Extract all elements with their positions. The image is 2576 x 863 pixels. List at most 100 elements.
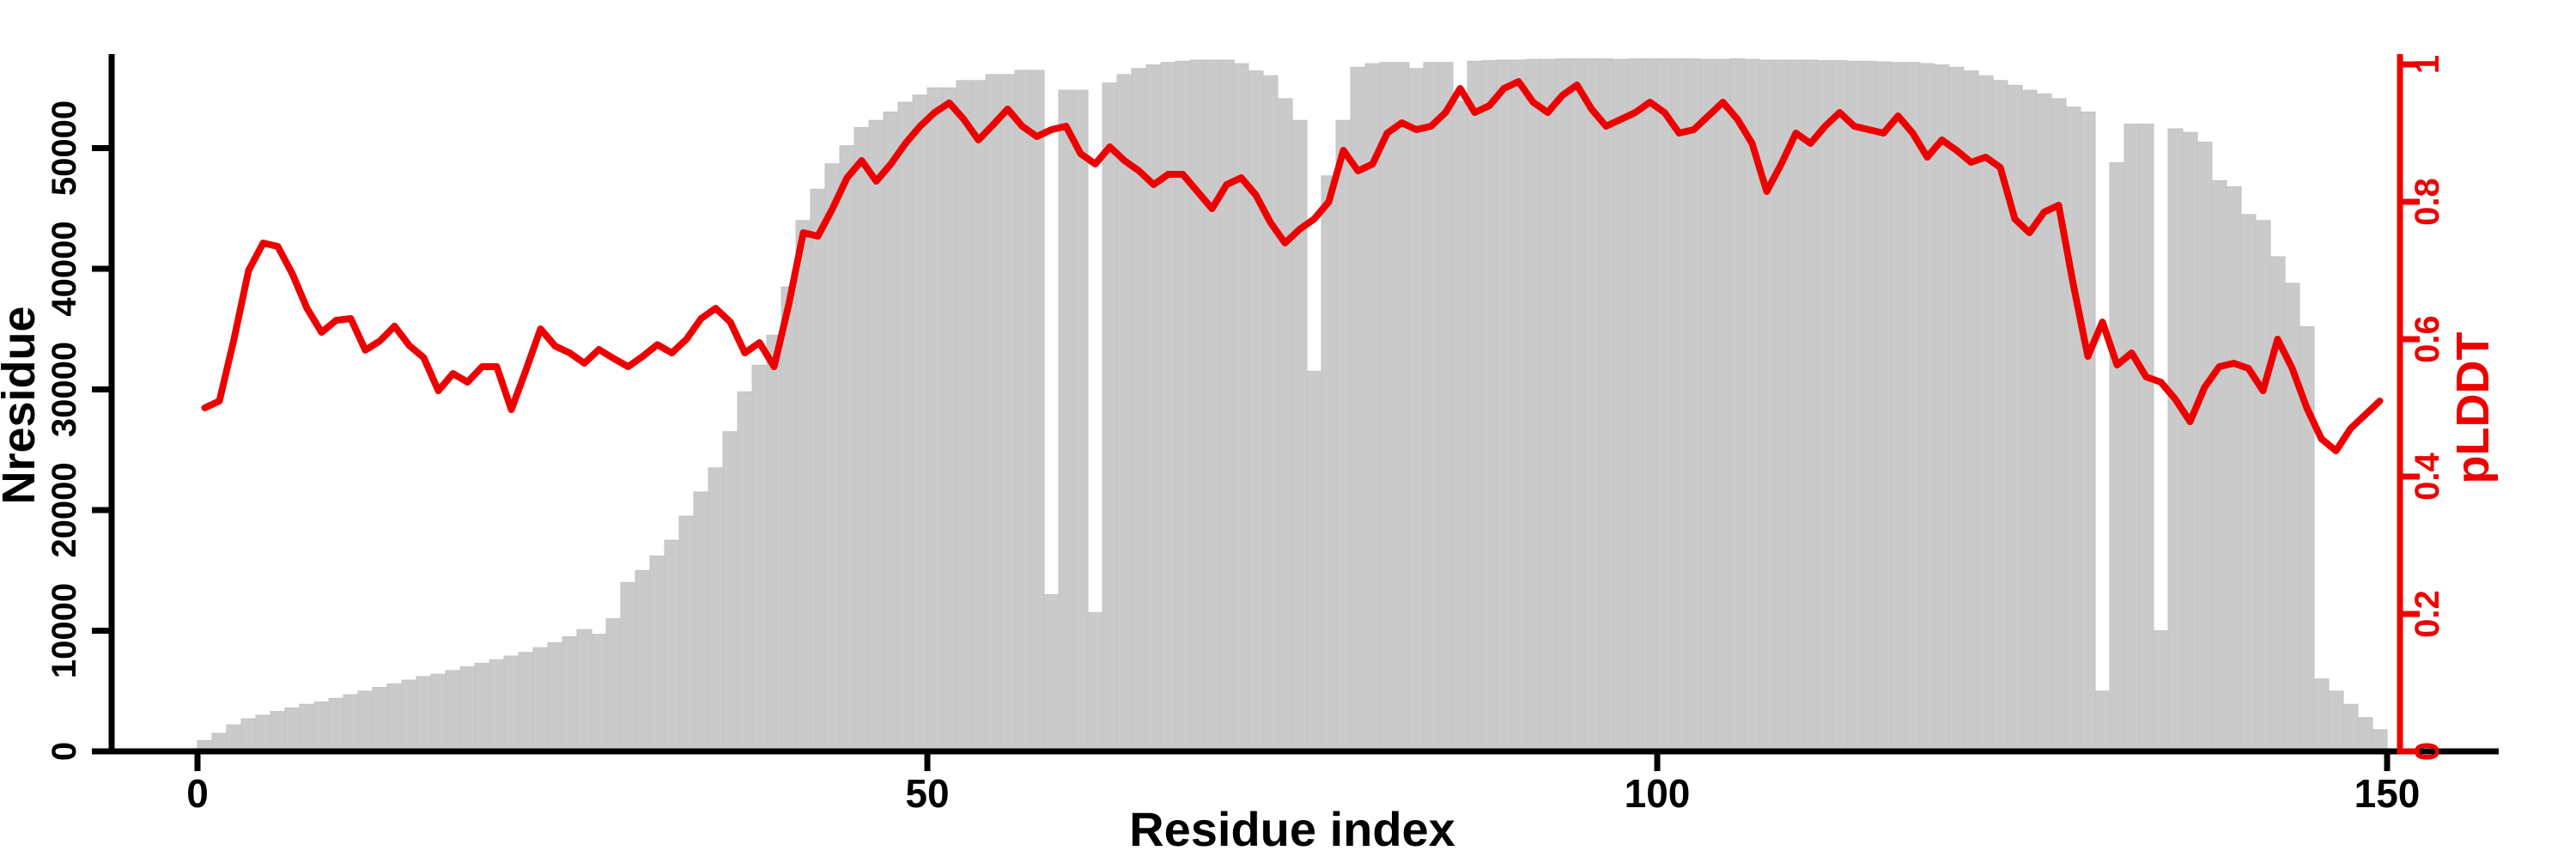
bar-residue-19 — [459, 666, 476, 752]
bar-residue-57 — [1014, 70, 1030, 752]
bar-residue-79 — [1335, 119, 1352, 752]
bar-residue-47 — [868, 119, 884, 752]
bar-residue-104 — [1700, 58, 1716, 752]
bar-residue-101 — [1656, 58, 1673, 752]
bar-residue-94 — [1554, 58, 1571, 752]
bar-residue-16 — [416, 676, 432, 752]
bar-residue-147 — [2328, 690, 2344, 752]
bar-residue-123 — [1978, 75, 1994, 752]
bar-residue-63 — [1102, 82, 1118, 752]
bar-residue-146 — [2313, 678, 2330, 752]
bar-residue-132 — [2109, 161, 2125, 752]
bar-residue-121 — [1948, 66, 1965, 752]
bar-residue-102 — [1671, 58, 1687, 752]
bar-residue-90 — [1496, 59, 1512, 752]
bar-residue-118 — [1905, 62, 1921, 752]
bar-residue-55 — [985, 74, 1001, 752]
bar-residue-126 — [2021, 89, 2038, 752]
y-left-tick-label-10000: 10000 — [46, 583, 83, 678]
y-right-tick-label-0.2: 0.2 — [2409, 590, 2446, 638]
bar-residue-82 — [1379, 62, 1395, 752]
bar-residue-117 — [1890, 62, 1906, 752]
bar-residue-68 — [1175, 60, 1191, 752]
bar-residue-138 — [2196, 142, 2213, 752]
bar-residue-56 — [999, 74, 1016, 752]
bar-residue-13 — [372, 687, 388, 752]
y-axis-left-ticks: 0 10000 20000 30000 40000 50000 — [46, 100, 112, 761]
y-right-tick-label-0.8: 0.8 — [2409, 178, 2446, 226]
bar-residue-21 — [489, 659, 505, 752]
bar-residue-31 — [635, 569, 651, 752]
y-right-tick-label-0: 0 — [2409, 742, 2446, 761]
x-tick-label-0: 0 — [186, 771, 209, 816]
x-axis-title: Residue index — [1129, 802, 1455, 856]
bar-residue-100 — [1642, 58, 1658, 752]
bar-residue-61 — [1072, 89, 1089, 752]
bar-residue-36 — [708, 467, 724, 752]
y-right-tick-label-0.6: 0.6 — [2409, 315, 2446, 363]
bar-residue-113 — [1832, 60, 1848, 752]
bar-residue-149 — [2357, 717, 2373, 752]
bar-residue-37 — [722, 431, 738, 752]
bar-residue-74 — [1262, 75, 1279, 752]
bar-residue-134 — [2138, 123, 2154, 752]
bar-residue-17 — [430, 673, 447, 752]
bar-residue-150 — [2372, 729, 2388, 752]
bar-residue-66 — [1145, 64, 1162, 752]
bar-residue-97 — [1598, 58, 1614, 752]
y-left-tick-label-40000: 40000 — [46, 221, 83, 316]
bar-residue-7 — [284, 707, 301, 752]
bar-residue-130 — [2080, 111, 2096, 752]
bar-residue-135 — [2153, 630, 2169, 752]
bar-residue-52 — [941, 87, 957, 752]
bar-residue-43 — [810, 188, 826, 752]
bar-residue-112 — [1817, 60, 1833, 752]
bar-residue-76 — [1291, 119, 1308, 752]
bar-residue-137 — [2182, 131, 2198, 752]
bar-residue-24 — [532, 647, 549, 752]
bar-residue-77 — [1306, 370, 1322, 752]
bar-residue-84 — [1408, 68, 1425, 752]
bar-residue-141 — [2240, 214, 2257, 752]
bar-residue-92 — [1525, 58, 1541, 752]
y-right-tick-label-1: 1 — [2409, 55, 2446, 74]
bar-residue-9 — [313, 701, 330, 752]
y-right-tick-label-0.4: 0.4 — [2409, 452, 2446, 500]
bar-residue-20 — [474, 662, 490, 752]
bar-residue-129 — [2065, 106, 2081, 752]
bar-residue-106 — [1729, 58, 1746, 752]
bar-residue-93 — [1540, 58, 1556, 752]
bar-residue-105 — [1715, 58, 1731, 752]
bar-residue-78 — [1321, 175, 1337, 752]
bar-residue-99 — [1627, 58, 1643, 752]
bar-residue-6 — [270, 711, 286, 752]
bar-residue-25 — [547, 642, 563, 752]
y-axis-right: 0 0.2 0.4 0.6 0.8 1 pLDDT — [2397, 54, 2499, 761]
bar-residue-33 — [664, 539, 680, 752]
bar-residue-10 — [328, 697, 344, 752]
bar-residue-122 — [1963, 70, 1979, 752]
bar-residue-42 — [795, 220, 811, 752]
bar-residue-39 — [751, 364, 768, 752]
x-tick-label-100: 100 — [1625, 771, 1691, 816]
bar-residue-49 — [897, 101, 914, 752]
bar-residue-34 — [678, 515, 695, 752]
bar-residue-67 — [1160, 62, 1176, 752]
bar-residue-32 — [649, 555, 665, 752]
bar-residue-133 — [2123, 123, 2140, 752]
bar-residue-58 — [1029, 70, 1045, 752]
bar-residue-18 — [445, 670, 461, 752]
bar-residue-64 — [1116, 74, 1133, 752]
bar-residue-22 — [503, 655, 519, 752]
bar-residue-71 — [1218, 59, 1235, 752]
bar-residue-48 — [883, 111, 899, 752]
y-left-tick-label-50000: 50000 — [46, 100, 83, 196]
bar-residue-38 — [737, 391, 753, 752]
bar-residue-45 — [839, 145, 855, 752]
x-tick-label-50: 50 — [905, 771, 949, 816]
y-left-tick-label-30000: 30000 — [46, 342, 83, 437]
bar-residue-98 — [1613, 58, 1629, 752]
bar-residue-26 — [562, 636, 578, 752]
bar-residue-139 — [2211, 179, 2227, 752]
